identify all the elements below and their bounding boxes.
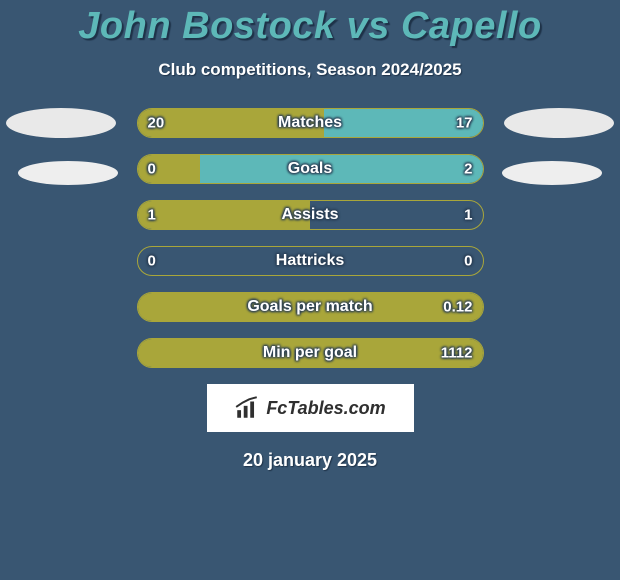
chart-icon	[234, 395, 260, 421]
player1-avatar-placeholder	[6, 108, 116, 138]
vs-separator: vs	[336, 5, 401, 47]
logo-box: FcTables.com	[207, 384, 414, 432]
player2-value: 1112	[441, 345, 473, 362]
player2-value: 17	[456, 115, 473, 132]
player2-name: Capello	[401, 5, 542, 47]
stat-rows-container: Matches2017Goals02Assists11Hattricks00Go…	[137, 108, 484, 368]
player2-value: 0	[464, 253, 472, 270]
stat-row: Min per goal 1112	[137, 338, 484, 368]
logo-text: FcTables.com	[266, 398, 385, 419]
player2-team-placeholder	[502, 161, 602, 185]
stat-label: Hattricks	[276, 252, 344, 270]
player1-value: 0	[148, 161, 156, 178]
player2-avatar-placeholder	[504, 108, 614, 138]
player1-value: 0	[148, 253, 156, 270]
comparison-chart: Matches2017Goals02Assists11Hattricks00Go…	[0, 108, 620, 368]
player1-value: 1	[148, 207, 156, 224]
stat-label: Matches	[278, 114, 342, 132]
stat-row: Hattricks 0 0	[137, 246, 484, 276]
stat-label: Goals	[288, 160, 332, 178]
stat-label: Goals per match	[247, 298, 372, 316]
player1-name: John Bostock	[78, 5, 335, 47]
subtitle: Club competitions, Season 2024/2025	[0, 60, 620, 80]
stat-label: Assists	[282, 206, 339, 224]
comparison-title: John Bostock vs Capello	[0, 0, 620, 48]
player2-fill	[200, 155, 483, 183]
player2-value: 1	[464, 207, 472, 224]
player2-value: 2	[464, 161, 472, 178]
player1-value: 20	[148, 115, 165, 132]
player2-value: 0.12	[443, 299, 472, 316]
stat-row: Goals per match 0.12	[137, 292, 484, 322]
stat-row: Assists 1 1	[137, 200, 484, 230]
stat-label: Min per goal	[263, 344, 357, 362]
stat-row: Goals 0 2	[137, 154, 484, 184]
player1-team-placeholder	[18, 161, 118, 185]
stat-row: Matches 20 17	[137, 108, 484, 138]
date-line: 20 january 2025	[0, 450, 620, 471]
